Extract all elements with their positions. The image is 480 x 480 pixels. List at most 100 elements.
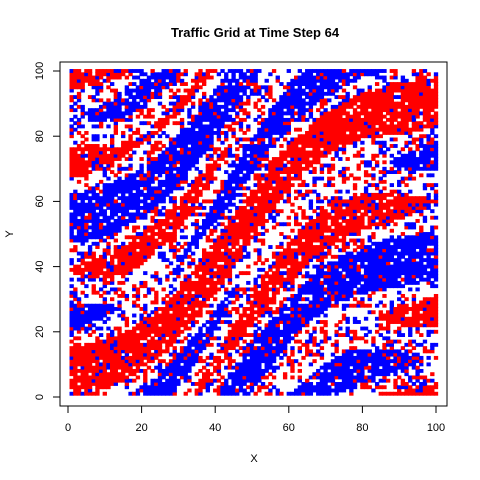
red-car-cell [76,355,82,360]
blue-car-cell [176,137,181,142]
blue-car-cell [330,267,336,272]
red-car-cell [294,153,299,158]
blue-car-cell [168,173,174,178]
blue-car-cell [102,254,107,259]
blue-car-cell [286,127,291,132]
blue-car-cell [338,290,343,295]
red-car-cell [308,144,314,148]
blue-car-cell [157,186,163,191]
red-car-cell [150,228,155,233]
red-car-cell [165,323,170,328]
blue-car-cell [308,88,314,93]
red-car-cell [260,163,266,168]
blue-car-cell [275,346,280,351]
blue-car-cell [202,205,207,210]
red-car-cell [73,342,78,347]
red-car-cell [268,186,273,191]
blue-car-cell [231,95,236,100]
red-car-cell [330,111,336,116]
blue-car-cell [179,163,185,168]
red-car-cell [294,241,299,246]
blue-car-cell [268,329,273,334]
blue-car-cell [139,95,144,100]
red-car-cell [121,378,126,383]
red-car-cell [209,228,214,233]
blue-car-cell [209,323,214,328]
blue-car-cell [194,238,199,243]
red-car-cell [249,189,255,194]
red-car-cell [205,375,210,380]
red-car-cell [139,235,144,240]
red-car-cell [271,254,277,259]
red-car-cell [154,124,159,129]
blue-car-cell [102,303,107,308]
blue-car-cell [341,372,347,377]
red-car-cell [264,173,269,178]
red-car-cell [334,346,339,351]
red-car-cell [268,166,273,171]
blue-car-cell [194,144,199,148]
red-car-cell [176,326,181,331]
blue-car-cell [334,368,339,373]
red-car-cell [242,130,247,135]
blue-car-cell [286,69,291,73]
blue-car-cell [76,117,82,122]
red-car-cell [80,352,85,357]
red-car-cell [146,245,152,249]
blue-car-cell [161,391,166,396]
blue-car-cell [198,202,203,207]
blue-car-cell [205,225,210,230]
blue-car-cell [231,101,236,106]
blue-car-cell [216,202,222,207]
blue-car-cell [224,114,229,119]
red-car-cell [257,293,262,298]
blue-car-cell [213,320,218,324]
blue-car-cell [202,144,207,148]
blue-car-cell [106,192,111,197]
red-car-cell [150,346,155,351]
blue-car-cell [202,137,207,142]
blue-car-cell [91,215,96,220]
blue-car-cell [312,287,317,292]
blue-car-cell [330,85,336,90]
red-car-cell [179,202,185,207]
red-car-cell [106,385,111,390]
red-car-cell [150,209,155,214]
red-car-cell [84,375,89,380]
red-car-cell [327,111,332,116]
blue-car-cell [110,108,115,113]
blue-car-cell [301,303,306,308]
blue-car-cell [124,359,130,364]
blue-car-cell [91,160,96,165]
blue-car-cell [334,355,339,360]
blue-car-cell [238,362,244,367]
blue-car-cell [190,212,196,217]
red-car-cell [264,196,269,201]
red-car-cell [227,323,233,328]
red-car-cell [76,153,82,158]
blue-car-cell [238,378,244,383]
blue-car-cell [297,326,302,331]
red-car-cell [165,326,170,331]
red-car-cell [253,153,258,158]
blue-car-cell [301,78,306,83]
blue-car-cell [157,153,163,158]
blue-car-cell [345,254,350,259]
blue-car-cell [242,372,247,377]
red-car-cell [194,219,199,223]
red-car-cell [202,287,207,292]
blue-car-cell [150,199,155,204]
blue-car-cell [330,378,336,383]
red-car-cell [301,183,306,188]
red-car-cell [95,368,100,373]
red-car-cell [194,310,199,315]
red-car-cell [216,385,222,390]
red-car-cell [279,258,284,263]
blue-car-cell [275,391,280,396]
blue-car-cell [179,359,185,364]
red-car-cell [95,349,100,354]
red-car-cell [279,320,284,324]
blue-car-cell [161,333,166,337]
blue-car-cell [319,251,325,256]
blue-car-cell [80,241,85,246]
